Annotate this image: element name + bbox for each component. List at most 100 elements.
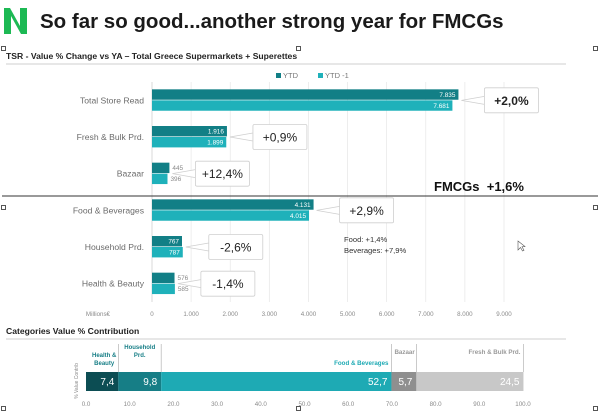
- segment-name: Fresh & Bulk Prd.: [469, 349, 521, 356]
- callout-box: [195, 160, 250, 187]
- selection-handle-top-right[interactable]: [593, 46, 598, 51]
- bar-value-label: 1.916: [208, 129, 224, 136]
- selection-handle-top-center[interactable]: [296, 46, 301, 51]
- contribution-segment-value: 7,4: [100, 377, 114, 388]
- bar-value-label: 7.681: [433, 103, 449, 110]
- selection-handle-top-left[interactable]: [1, 46, 6, 51]
- bar: [152, 247, 183, 258]
- legend-swatch-ytd: [276, 73, 281, 78]
- bar: [152, 173, 168, 185]
- segment-name: Food & Beverages: [334, 360, 389, 367]
- change-callout: -1,4%: [177, 270, 256, 297]
- callout-value: +12,4%: [202, 167, 243, 181]
- contribution-tick-label: 70.0: [386, 401, 399, 408]
- change-callout: +0,9%: [229, 124, 308, 150]
- contribution-title: Categories Value % Contribution: [6, 326, 139, 336]
- contribution-tick-label: 0.0: [82, 401, 91, 408]
- contribution-tick-label: 20.0: [167, 401, 180, 408]
- brand-logo: [4, 8, 27, 34]
- contribution-segment: [118, 372, 162, 391]
- beverages-note: Beverages: +7,9%: [344, 246, 407, 255]
- contribution-tick-label: 90.0: [473, 401, 486, 408]
- callout-value: +0,9%: [263, 131, 298, 145]
- callout-box: [339, 197, 394, 224]
- chart-legend: YTD YTD -1: [276, 71, 349, 80]
- fmcg-callout: FMCGs +1,6%: [434, 179, 524, 194]
- bar-value-label: 585: [178, 286, 189, 293]
- chart-bars: [152, 89, 459, 295]
- contribution-segment-names: Health & Beauty Household Prd. Food & Bevera…: [92, 344, 524, 372]
- contribution-tick-label: 30.0: [211, 401, 224, 408]
- callout-value: -2,6%: [220, 241, 252, 255]
- callout-pointer: [185, 242, 209, 252]
- contribution-segment: [161, 372, 392, 391]
- bar-value-label: 4.131: [295, 202, 311, 209]
- callout-box: [252, 124, 308, 150]
- category-labels: Total Store Read Fresh & Bulk Prd. Bazaar F…: [73, 95, 145, 288]
- food-note: Food: +1,4%: [344, 235, 388, 244]
- bar-value-label: 787: [169, 250, 180, 257]
- callout-box: [208, 234, 264, 260]
- category-label: Household Prd.: [85, 242, 144, 252]
- selection-handle-middle-right[interactable]: [593, 205, 598, 210]
- callout-value: +2,9%: [349, 204, 384, 218]
- x-tick-label: 2.000: [222, 311, 238, 318]
- bar-value-label: 7.835: [439, 92, 455, 99]
- selection-handle-bottom-center[interactable]: [296, 406, 301, 411]
- contribution-tick-label: 80.0: [430, 401, 443, 408]
- callout-pointer: [229, 132, 254, 142]
- segment-name: Bazaar: [394, 349, 415, 356]
- contribution-tick-label: 40.0: [255, 401, 268, 408]
- bar: [152, 126, 227, 137]
- contribution-segment: [86, 372, 119, 391]
- selection-handle-bottom-right[interactable]: [593, 406, 598, 411]
- change-callout: -2,6%: [185, 234, 264, 260]
- chart-title: TSR - Value % Change vs YA – Total Greec…: [6, 51, 297, 61]
- x-tick-label: 7.000: [418, 311, 434, 318]
- x-tick-label: 9.000: [496, 311, 512, 318]
- category-label: Total Store Read: [80, 95, 144, 105]
- x-tick-label: 4.000: [301, 311, 317, 318]
- bar-value-label: 4.015: [290, 213, 306, 220]
- bar: [152, 236, 182, 247]
- segment-name: Health &: [92, 353, 117, 359]
- x-tick-label: 0: [150, 311, 154, 318]
- segment-name: Prd.: [134, 353, 146, 359]
- bar-value-label: 576: [178, 275, 189, 282]
- segment-name: Beauty: [94, 361, 115, 367]
- contribution-row-label: % Value Contrib: [74, 363, 80, 399]
- bar-value-label: 396: [170, 176, 181, 183]
- contribution-segment: [391, 372, 417, 391]
- x-tick-label: 3.000: [262, 311, 278, 318]
- segment-name: Household: [124, 345, 155, 351]
- callout-pointer: [316, 205, 340, 215]
- x-axis-label: Millions€: [86, 311, 111, 318]
- category-label: Food & Beverages: [73, 205, 144, 215]
- contribution-segments: 7,4 9,8 52,7 5,7 24,5: [86, 372, 524, 391]
- change-callouts: +2,0% +0,9% +12,4% +2,9% -2,6% -1,4%: [172, 87, 539, 297]
- contribution-segment-value: 24,5: [500, 377, 520, 388]
- callout-box: [484, 87, 539, 114]
- contribution-segment-value: 9,8: [143, 377, 157, 388]
- callout-value: +2,0%: [494, 94, 529, 108]
- contribution-segment-value: 52,7: [368, 377, 388, 388]
- bar-value-label: 1.899: [207, 140, 223, 147]
- legend-label: YTD: [283, 71, 299, 80]
- x-tick-label: 5.000: [340, 311, 356, 318]
- x-axis-ticks: 0 1.000 2.000 3.000 4.000 5.000 6.000 7.000 8.00…: [150, 311, 512, 318]
- contribution-tick-label: 50.0: [298, 401, 311, 408]
- bar: [152, 283, 175, 295]
- mouse-cursor-icon: [517, 240, 526, 252]
- bar: [152, 137, 227, 148]
- contribution-segment: [416, 372, 524, 391]
- contribution-tick-label: 10.0: [124, 401, 137, 408]
- category-label: Fresh & Bulk Prd.: [77, 132, 144, 142]
- callout-box: [200, 270, 256, 297]
- x-tick-label: 6.000: [379, 311, 395, 318]
- bar: [152, 89, 459, 100]
- selection-handle-middle-left[interactable]: [1, 205, 6, 210]
- selection-handle-bottom-left[interactable]: [1, 406, 6, 411]
- category-label: Health & Beauty: [82, 279, 145, 289]
- page-title: So far so good...another strong year for…: [40, 10, 504, 33]
